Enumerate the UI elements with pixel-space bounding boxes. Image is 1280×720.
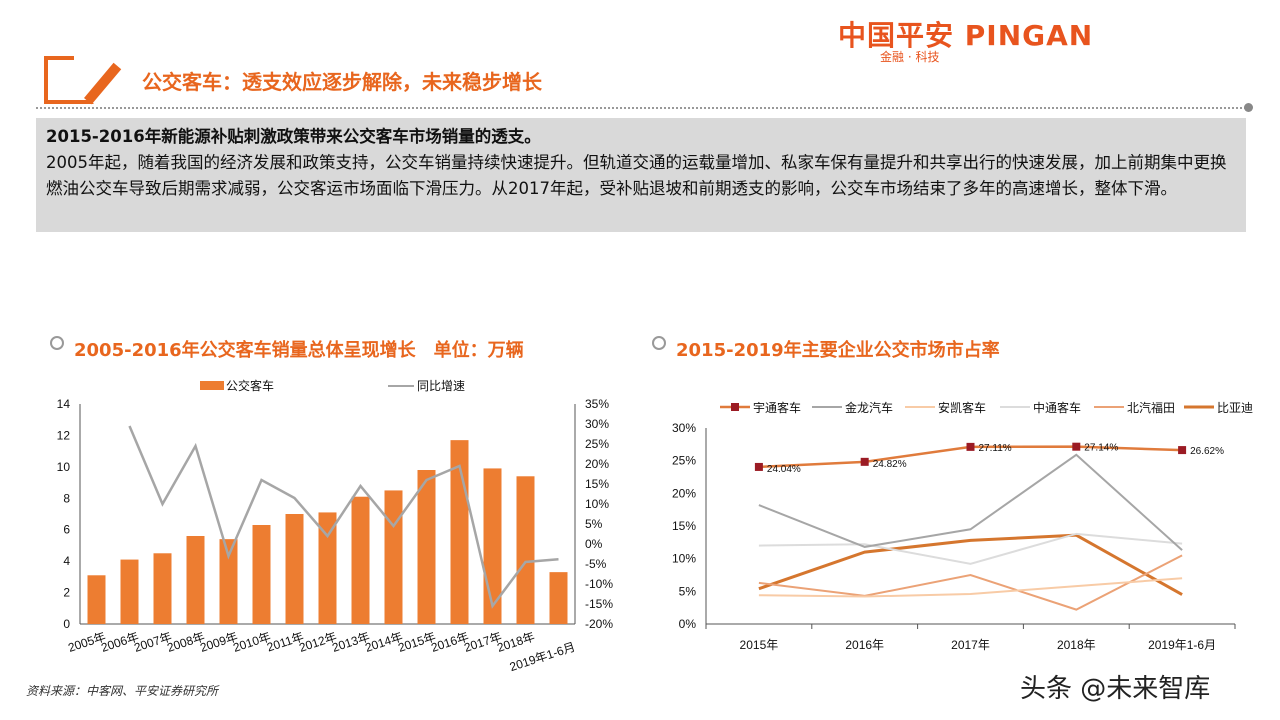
chart1-title: 2005-2016年公交客车销量总体呈现增长 单位：万辆 — [74, 340, 524, 361]
series-line — [758, 577, 1183, 598]
x-tick-label: 2015年 — [740, 638, 779, 652]
y2-tick-label: 35% — [585, 397, 609, 411]
y-tick-label: 4 — [63, 554, 70, 568]
bar — [252, 525, 271, 624]
y2-tick-label: -15% — [585, 597, 613, 611]
series-line — [758, 532, 1183, 565]
data-label: 24.82% — [873, 459, 907, 470]
y2-tick-label: 10% — [585, 497, 609, 511]
bar — [549, 572, 568, 624]
chart2-title: 2015-2019年主要企业公交市场市占率 — [676, 340, 1000, 361]
series-line — [758, 453, 1183, 551]
y-tick-label: 0% — [679, 617, 697, 631]
x-tick-label: 2018年 — [495, 630, 536, 655]
summary-body: 2005年起，随着我国的经济发展和政策支持，公交车销量持续快速提升。但轨道交通的… — [46, 153, 1227, 198]
summary-box: 2015-2016年新能源补贴刺激政策带来公交客车市场销量的透支。 2005年起… — [36, 118, 1246, 232]
y-tick-label: 14 — [57, 397, 71, 411]
chart2-title-wrap: 2015-2019年主要企业公交市场市占率 — [652, 336, 1000, 362]
bar — [219, 539, 238, 624]
data-label: 27.14% — [1084, 443, 1118, 454]
legend-swatch-bar — [200, 381, 224, 390]
y-tick-label: 5% — [679, 584, 697, 598]
series-line — [758, 533, 1183, 596]
legend-label: 宇通客车 — [753, 400, 801, 415]
series-line — [758, 554, 1183, 611]
legend-label: 公交客车 — [226, 378, 274, 393]
bar — [153, 553, 172, 624]
brand-tagline: 金融 · 科技 — [880, 50, 940, 64]
y-tick-label: 10 — [57, 460, 71, 474]
data-label: 24.04% — [767, 464, 801, 475]
y2-tick-label: -10% — [585, 577, 613, 591]
y-tick-label: 20% — [672, 486, 696, 500]
bar — [285, 514, 304, 624]
bar — [87, 575, 106, 624]
x-tick-label: 2016年 — [845, 638, 884, 652]
y2-tick-label: 30% — [585, 417, 609, 431]
legend-label: 金龙汽车 — [845, 400, 893, 415]
legend-label: 中通客车 — [1033, 400, 1081, 415]
brand-logo: 中国平安 PINGAN — [838, 19, 1094, 52]
legend-label: 北汽福田 — [1127, 400, 1175, 415]
data-marker — [966, 442, 975, 451]
source-note: 资料来源：中客网、平安证券研究所 — [26, 684, 219, 698]
legend-label: 同比增速 — [417, 379, 465, 393]
page-title: 公交客车：透支效应逐步解除，未来稳步增长 — [142, 70, 542, 94]
data-marker — [1178, 446, 1187, 455]
divider-end-dot — [1244, 103, 1253, 112]
bar — [516, 476, 535, 624]
y2-tick-label: 25% — [585, 437, 609, 451]
y-tick-label: 0 — [63, 617, 70, 631]
x-tick-label: 2017年 — [951, 638, 990, 652]
summary-heading: 2015-2016年新能源补贴刺激政策带来公交客车市场销量的透支。 — [46, 127, 541, 146]
watermark: 头条 @未来智库 — [1020, 674, 1211, 704]
y-tick-label: 12 — [57, 428, 71, 442]
bar — [417, 470, 436, 624]
y2-tick-label: 15% — [585, 477, 609, 491]
chart1-title-wrap: 2005-2016年公交客车销量总体呈现增长 单位：万辆 — [50, 336, 524, 362]
data-marker — [754, 462, 763, 471]
y2-tick-label: -20% — [585, 617, 613, 631]
y-tick-label: 2 — [63, 586, 70, 600]
bar — [120, 559, 139, 624]
legend-label: 安凯客车 — [938, 400, 986, 415]
data-marker — [860, 457, 869, 466]
bar — [318, 512, 337, 624]
x-tick-label: 2019年1-6月 — [1148, 638, 1216, 652]
data-label: 26.62% — [1190, 446, 1224, 457]
bar — [351, 496, 370, 624]
y2-tick-label: -5% — [585, 557, 607, 571]
y2-tick-label: 20% — [585, 457, 609, 471]
growth-line — [128, 425, 559, 609]
data-marker — [1072, 442, 1081, 451]
y-tick-label: 30% — [672, 421, 696, 435]
bullet-icon — [50, 336, 64, 350]
divider — [36, 107, 1246, 109]
y-tick-label: 8 — [63, 491, 70, 505]
y-tick-label: 25% — [672, 454, 696, 468]
y-tick-label: 6 — [63, 523, 70, 537]
bar — [186, 536, 205, 624]
x-tick-label: 2018年 — [1057, 638, 1096, 652]
bullet-icon — [652, 336, 666, 350]
legend-label: 比亚迪 — [1217, 401, 1253, 415]
y2-tick-label: 5% — [585, 517, 603, 531]
data-label: 27.11% — [979, 443, 1012, 454]
note-icon — [44, 56, 94, 104]
bar — [384, 490, 403, 624]
legend-marker — [731, 403, 739, 411]
y2-tick-label: 0% — [585, 537, 603, 551]
y-tick-label: 15% — [672, 519, 696, 533]
y-tick-label: 10% — [672, 552, 696, 566]
